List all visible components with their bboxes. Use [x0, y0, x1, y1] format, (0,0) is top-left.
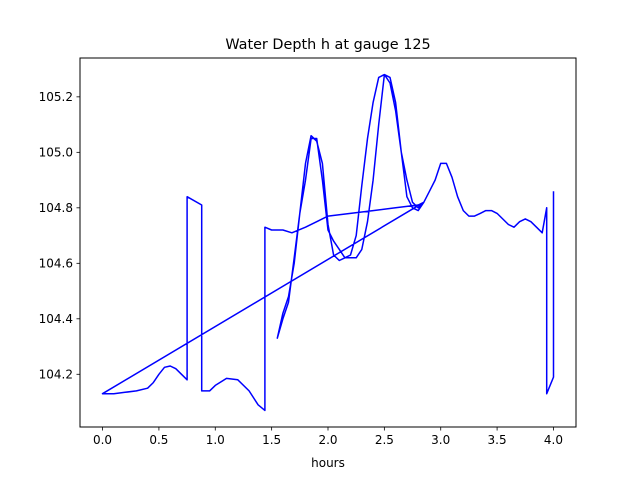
x-tick-label: 1.0 — [206, 433, 225, 447]
y-tick-label: 104.2 — [39, 367, 73, 381]
y-axis: 104.2 104.4 104.6 104.8 105.0 105.2 — [39, 90, 80, 381]
x-tick-label: 3.5 — [488, 433, 507, 447]
x-axis-label: hours — [311, 456, 345, 470]
y-tick-label: 104.6 — [39, 256, 73, 270]
chart-title: Water Depth h at gauge 125 — [225, 37, 430, 53]
y-tick-label: 104.4 — [39, 312, 73, 326]
y-tick-label: 105.2 — [39, 90, 73, 104]
y-tick-label: 105.0 — [39, 145, 73, 159]
x-axis: 0.0 0.5 1.0 1.5 2.0 2.5 3.0 3.5 4.0 — [93, 427, 563, 447]
x-tick-label: 3.0 — [431, 433, 450, 447]
x-tick-label: 2.5 — [375, 433, 394, 447]
axes-frame — [79, 57, 577, 428]
x-tick-label: 1.5 — [262, 433, 281, 447]
x-tick-label: 4.0 — [544, 433, 563, 447]
x-tick-label: 0.0 — [93, 433, 112, 447]
y-tick-label: 104.8 — [39, 201, 73, 215]
plot-area — [101, 73, 555, 412]
x-tick-label: 0.5 — [149, 433, 168, 447]
series-line-0 — [101, 73, 555, 412]
x-tick-label: 2.0 — [318, 433, 337, 447]
